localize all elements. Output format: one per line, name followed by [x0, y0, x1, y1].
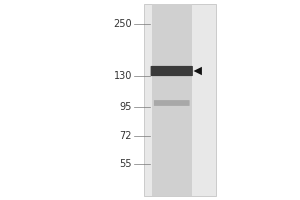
Text: 130: 130 — [114, 71, 132, 81]
Text: m.liver: m.liver — [154, 0, 191, 2]
FancyBboxPatch shape — [154, 100, 190, 106]
Polygon shape — [194, 67, 202, 75]
Bar — [152, 4, 192, 196]
Text: 250: 250 — [113, 19, 132, 29]
Bar — [144, 4, 216, 196]
Text: 55: 55 — [119, 159, 132, 169]
FancyBboxPatch shape — [151, 66, 193, 76]
Text: 72: 72 — [119, 131, 132, 141]
Text: 95: 95 — [120, 102, 132, 112]
